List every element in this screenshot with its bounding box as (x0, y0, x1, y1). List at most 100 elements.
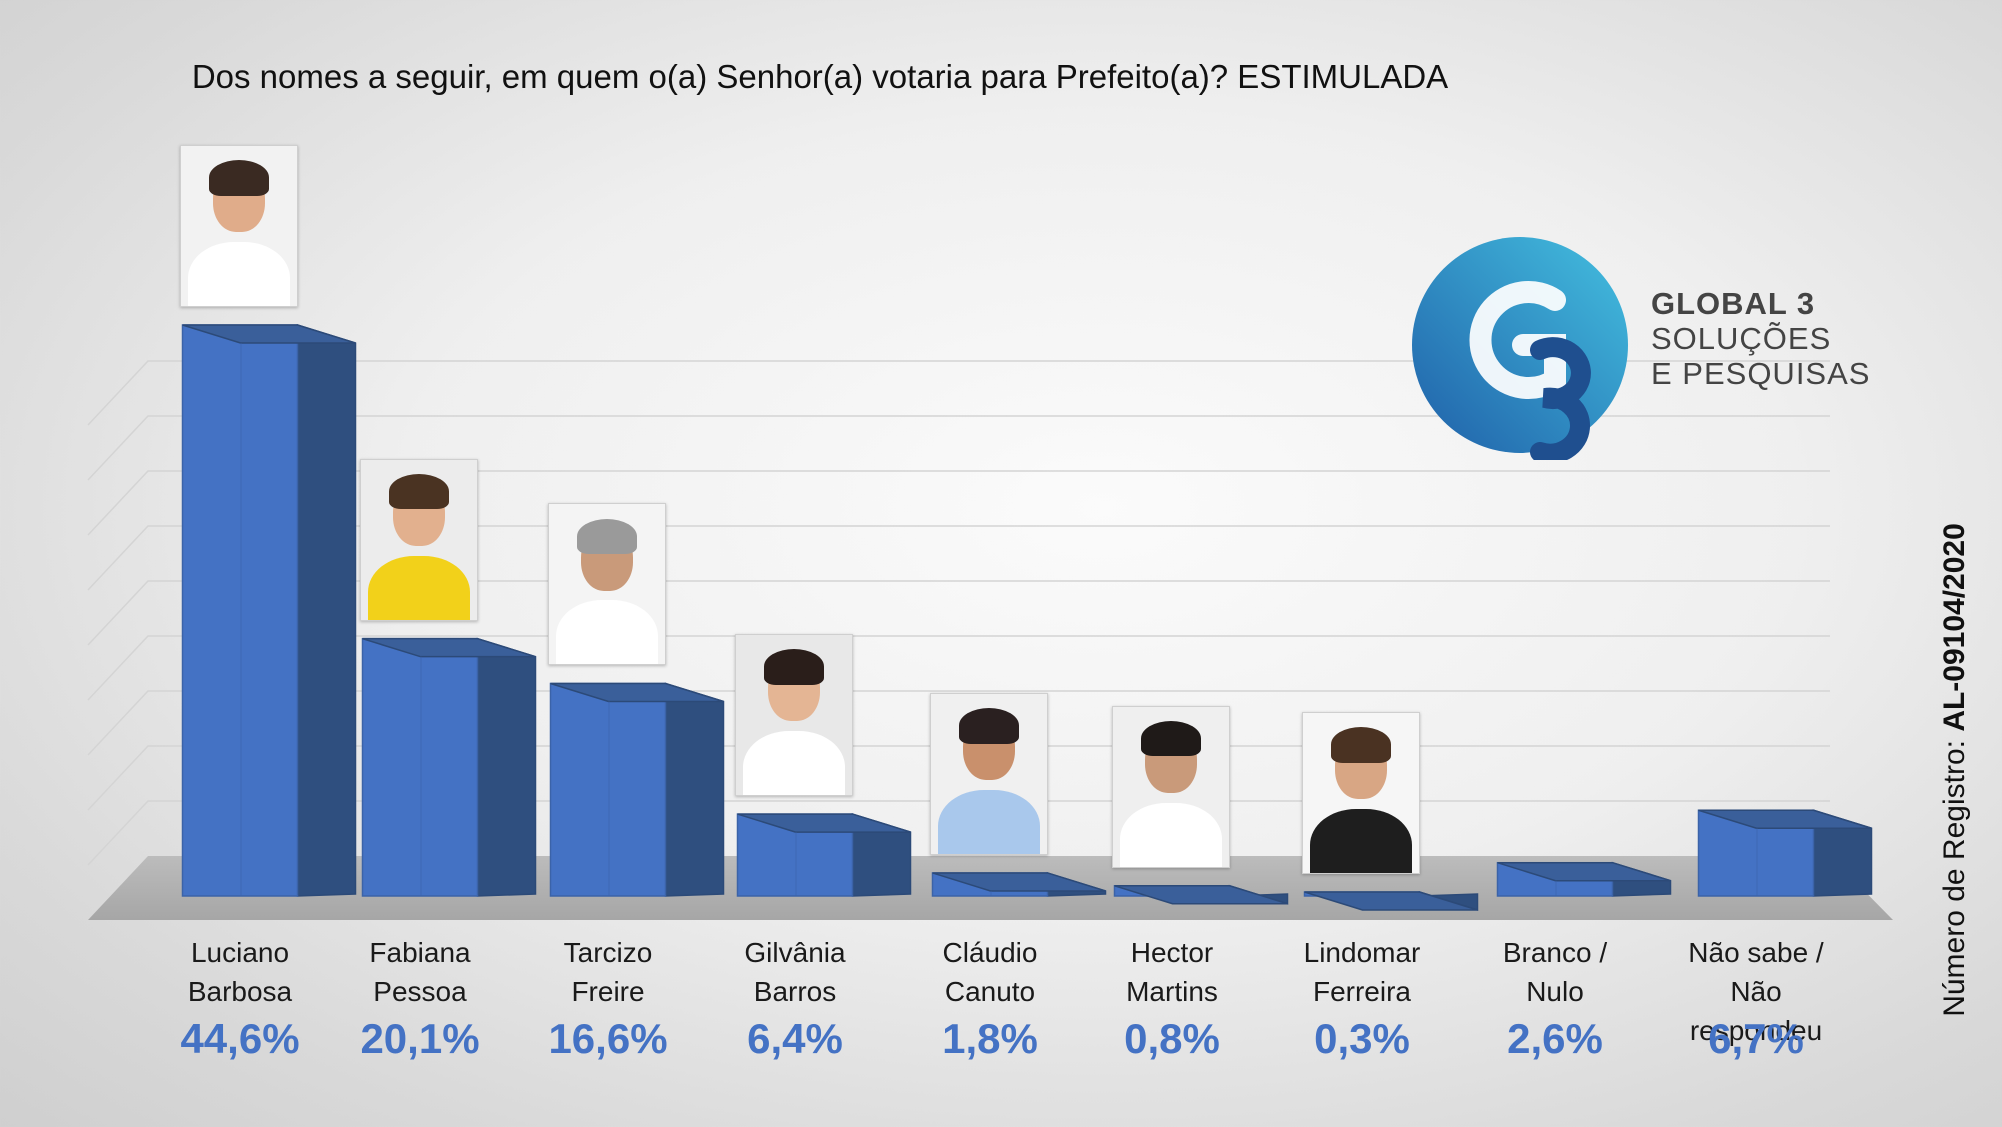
gridline (87, 525, 1830, 591)
bars (181, 323, 1873, 912)
bar-front (549, 682, 667, 897)
category-label-line: Martins (1126, 976, 1218, 1007)
bar-2 (361, 637, 537, 897)
category-label-line: Gilvânia (744, 937, 846, 968)
category-label-line: Barros (753, 976, 837, 1007)
registration-code: AL-09104/2020 (1938, 523, 1971, 732)
value-label: 6,7% (1708, 1015, 1804, 1062)
bar-front (181, 324, 299, 897)
value-label: 16,6% (548, 1015, 668, 1062)
category-label: Não sabe / Não respondeu (1661, 933, 1851, 1050)
bar-side (296, 323, 357, 897)
gridline (87, 580, 1830, 646)
bar-side (664, 682, 725, 897)
candidate-photo (360, 458, 478, 621)
bar-edge (1756, 828, 1758, 896)
candidate-photo (1302, 712, 1420, 874)
bar-8 (1496, 861, 1672, 897)
gridline (87, 800, 1830, 866)
category-label-line: Ferreira (1312, 976, 1411, 1007)
photo-hair (1330, 727, 1392, 763)
category-label-line: Não sabe / (1688, 937, 1824, 968)
gridline (87, 745, 1830, 811)
candidate-photo (180, 145, 298, 307)
bar-9 (1697, 809, 1873, 897)
registration-label: Número de Registro: (1938, 731, 1971, 1017)
value-label: 2,6% (1507, 1015, 1603, 1062)
photo-shirt (1309, 809, 1413, 873)
bar-top (550, 682, 724, 703)
category-label-line: Nulo (1526, 976, 1584, 1007)
category-label-line: Não respondeu (1689, 976, 1823, 1046)
category-label-line: Freire (571, 976, 645, 1007)
category-label: Gilvânia Barros (700, 933, 890, 1011)
value-label: 0,8% (1124, 1015, 1220, 1062)
bar-top (1114, 885, 1288, 905)
category-label-line: Hector (1130, 937, 1214, 968)
category-label-line: Tarcizo (563, 937, 653, 968)
bar-4 (736, 813, 912, 897)
photo-hair (208, 160, 270, 196)
bar-3 (549, 682, 725, 897)
bar-7 (1303, 890, 1479, 912)
bar-edge (608, 701, 610, 896)
photo-hair (763, 649, 825, 685)
bar-6 (1113, 884, 1289, 905)
bar-top (182, 324, 356, 344)
gridline (87, 360, 1830, 426)
candidate-photo (735, 634, 853, 797)
category-label: Tarcizo Freire (513, 933, 703, 1011)
bar-edge (1555, 880, 1557, 896)
logo-line-2: SOLUÇÕES (1651, 321, 1832, 356)
category-label-line: Barbosa (187, 976, 293, 1007)
photo-shirt (937, 789, 1041, 854)
photo-hair (576, 518, 638, 555)
gridline (87, 470, 1830, 536)
photo-hair (958, 708, 1020, 744)
bar-edge (990, 890, 992, 896)
photo-shirt (742, 731, 846, 796)
bar-top (1497, 861, 1671, 882)
category-label-line: Cláudio (942, 937, 1038, 968)
gridline (87, 690, 1830, 756)
bar-edge (240, 343, 242, 896)
candidate-photo (548, 503, 666, 666)
gridline (87, 415, 1830, 481)
value-label: 1,8% (942, 1015, 1038, 1062)
bar-5 (931, 871, 1107, 897)
chart-title: Dos nomes a seguir, em quem o(a) Senhor(… (191, 58, 1449, 95)
bar-edge (420, 656, 422, 896)
photo-shirt (1119, 802, 1223, 867)
candidate-photo (1112, 705, 1230, 868)
category-label-line: Pessoa (373, 976, 467, 1007)
category-label: Fabiana Pessoa (325, 933, 515, 1011)
logo-line-3: E PESQUISAS (1651, 356, 1871, 391)
photo-shirt (187, 242, 291, 306)
gridlines (87, 360, 1830, 866)
candidate-photo (930, 692, 1048, 855)
logo-line-1: GLOBAL 3 (1651, 286, 1816, 321)
value-label: 0,3% (1314, 1015, 1410, 1062)
bar-1 (181, 323, 357, 897)
category-label-line: Canuto (944, 976, 1036, 1007)
bar-top (737, 813, 911, 833)
category-label-line: Lindomar (1303, 937, 1421, 968)
value-label: 6,4% (747, 1015, 843, 1062)
registration-number: Número de Registro: AL-09104/2020 (1938, 523, 1972, 1017)
global3-logo: GLOBAL 3 SOLUÇÕES E PESQUISAS (1405, 230, 2002, 464)
g3-logo-mark (1412, 237, 1628, 464)
category-label-line: Fabiana (369, 937, 471, 968)
photo-shirt (367, 555, 471, 620)
category-label: Lindomar Ferreira (1267, 933, 1457, 1011)
bar-top (362, 637, 536, 658)
bar-top (1698, 809, 1872, 829)
value-label: 44,6% (180, 1015, 300, 1062)
category-label-line: Branco / (1502, 937, 1608, 968)
bar-top (1304, 891, 1478, 911)
bar-front (361, 637, 479, 897)
bar-side (476, 637, 537, 897)
category-label-line: Luciano (190, 937, 290, 968)
category-label: Hector Martins (1077, 933, 1267, 1011)
photo-hair (1140, 721, 1202, 757)
